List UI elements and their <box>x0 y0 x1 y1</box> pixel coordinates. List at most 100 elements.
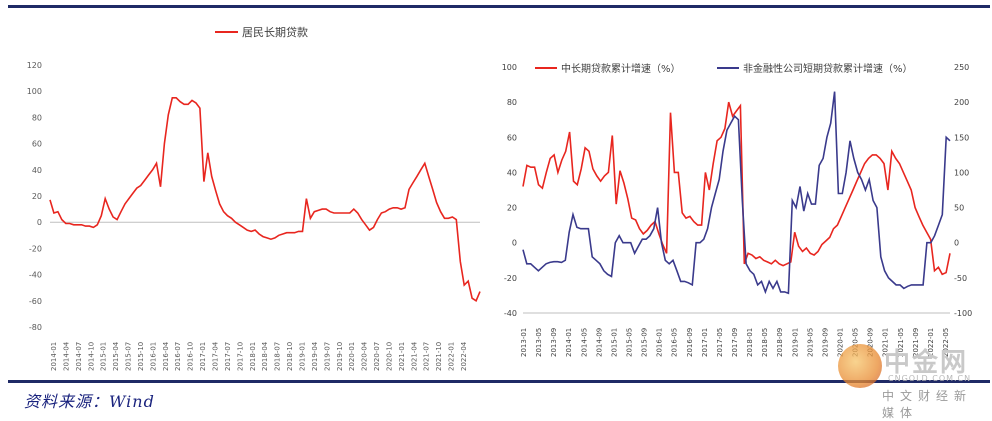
left-chart: -80 -60 -40 -20 0 20 40 60 80 100 120 2014-01 2014-0… <box>27 25 481 371</box>
x-tick-label: 2016-01 <box>149 342 157 371</box>
left-chart-panel: -80 -60 -40 -20 0 20 40 60 80 100 120 2014-01 2014-0… <box>10 12 490 377</box>
left-y-tick-label: 60 <box>507 133 517 142</box>
x-tick-label: 2014-05 <box>580 328 588 357</box>
x-tick-label: 2013-01 <box>520 328 528 357</box>
watermark-logo-icon <box>838 344 882 388</box>
x-tick-label: 2022-05 <box>942 328 950 357</box>
x-tick-label: 2020-10 <box>385 342 393 371</box>
watermark: 中金网 CNGOLD.COM.CN 中文财经新媒体 <box>838 342 988 420</box>
bottom-rule <box>8 380 990 383</box>
x-tick-label: 2021-04 <box>410 341 418 371</box>
x-tick-label: 2021-01 <box>882 328 890 357</box>
right-y-tick-label: 0 <box>954 239 959 248</box>
x-tick-label: 2020-05 <box>852 328 860 357</box>
series-line-short-term-corporate-loans <box>522 91 951 295</box>
watermark-subtitle: 中文财经新媒体 <box>882 389 973 420</box>
x-tick-label: 2017-01 <box>701 328 709 357</box>
top-rule <box>8 5 990 8</box>
x-tick-label: 2018-04 <box>261 341 269 371</box>
x-tick-label: 2016-10 <box>187 342 195 371</box>
x-tick-label: 2014-04 <box>62 341 70 371</box>
x-tick-label: 2018-05 <box>761 328 769 357</box>
x-tick-label: 2015-04 <box>112 341 120 371</box>
x-tick-label: 2021-07 <box>423 342 431 371</box>
right-y-tick-label: 100 <box>954 168 969 177</box>
series-line-mid-long-loans <box>522 101 951 276</box>
y-tick-label: 0 <box>37 218 42 227</box>
x-tick-label: 2014-09 <box>595 328 603 357</box>
legend-label: 居民长期贷款 <box>242 25 308 39</box>
x-tick-label: 2021-01 <box>398 342 406 371</box>
x-tick-label: 2013-05 <box>535 328 543 357</box>
x-tick-label: 2016-01 <box>656 328 664 357</box>
x-tick-label: 2016-09 <box>686 328 694 357</box>
y-tick-label: 80 <box>32 113 42 122</box>
x-tick-label: 2015-09 <box>641 328 649 357</box>
y-tick-label: -60 <box>29 297 42 306</box>
x-tick-label: 2020-07 <box>373 342 381 371</box>
left-y-tick-label: 40 <box>507 168 517 177</box>
y-tick-label: 120 <box>27 61 42 70</box>
x-tick-label: 2018-01 <box>249 342 257 371</box>
legend-label: 中长期贷款累计增速（%） <box>561 62 681 75</box>
left-y-tick-label: 80 <box>507 98 517 107</box>
x-tick-label: 2022-01 <box>448 342 456 371</box>
left-y-tick-label: 0 <box>512 239 517 248</box>
x-tick-label: 2013-09 <box>550 328 558 357</box>
x-tick-label: 2018-01 <box>746 328 754 357</box>
y-tick-label: 100 <box>27 87 42 96</box>
watermark-title: 中金网 <box>884 348 969 378</box>
x-tick-label: 2018-10 <box>286 342 294 371</box>
x-tick-label: 2014-01 <box>565 328 573 357</box>
right-y-tick-label: -100 <box>954 309 972 318</box>
left-y-tick-label: 20 <box>507 204 517 213</box>
x-tick-label: 2019-04 <box>311 341 319 371</box>
x-tick-label: 2019-01 <box>298 342 306 371</box>
source-note: 资料来源：Wind <box>24 392 155 411</box>
x-tick-label: 2015-10 <box>137 342 145 371</box>
x-tick-label: 2019-09 <box>821 328 829 357</box>
x-tick-label: 2017-10 <box>236 342 244 371</box>
x-tick-label: 2019-05 <box>806 328 814 357</box>
x-tick-label: 2014-07 <box>75 342 83 371</box>
x-tick-label: 2014-10 <box>87 342 95 371</box>
x-tick-label: 2022-04 <box>460 341 468 371</box>
x-tick-label: 2020-04 <box>361 341 369 371</box>
x-tick-label: 2016-05 <box>671 328 679 357</box>
y-tick-label: -80 <box>29 323 42 332</box>
left-y-tick-label: -40 <box>504 309 517 318</box>
x-tick-label: 2017-07 <box>224 342 232 371</box>
right-y-tick-label: 250 <box>954 63 969 72</box>
y-tick-label: 20 <box>32 192 42 201</box>
x-tick-label: 2020-01 <box>348 342 356 371</box>
right-y-tick-label: -50 <box>954 274 967 283</box>
legend-label: 非金融性公司短期贷款累计增速（%） <box>743 62 913 75</box>
left-y-tick-label: -20 <box>504 274 517 283</box>
x-tick-label: 2019-01 <box>791 328 799 357</box>
right-y-tick-label: 200 <box>954 98 969 107</box>
x-tick-label: 2021-09 <box>912 328 920 357</box>
x-tick-label: 2021-10 <box>435 342 443 371</box>
x-tick-label: 2022-01 <box>927 328 935 357</box>
x-tick-label: 2016-04 <box>162 341 170 371</box>
x-tick-label: 2017-04 <box>212 341 220 371</box>
x-tick-label: 2015-07 <box>125 342 133 371</box>
x-tick-label: 2015-01 <box>100 342 108 371</box>
y-tick-label: -20 <box>29 244 42 253</box>
x-tick-label: 2017-01 <box>199 342 207 371</box>
right-chart-panel: -40 -20 0 20 40 60 80 100 -100 -50 0 50 100 150 200 250… <box>495 12 985 377</box>
x-tick-label: 2019-07 <box>323 342 331 371</box>
x-tick-label: 2017-05 <box>716 328 724 357</box>
y-tick-label: 60 <box>32 140 42 149</box>
x-tick-label: 2014-01 <box>50 342 58 371</box>
x-tick-label: 2020-09 <box>867 328 875 357</box>
x-tick-label: 2019-10 <box>336 342 344 371</box>
x-tick-label: 2015-05 <box>626 328 634 357</box>
right-y-tick-label: 150 <box>954 133 969 142</box>
y-tick-label: 40 <box>32 166 42 175</box>
left-y-tick-label: 100 <box>502 63 517 72</box>
right-y-tick-label: 50 <box>954 204 964 213</box>
x-tick-label: 2016-07 <box>174 342 182 371</box>
right-chart: -40 -20 0 20 40 60 80 100 -100 -50 0 50 100 150 200 250… <box>502 62 972 357</box>
x-tick-label: 2018-07 <box>274 342 282 371</box>
